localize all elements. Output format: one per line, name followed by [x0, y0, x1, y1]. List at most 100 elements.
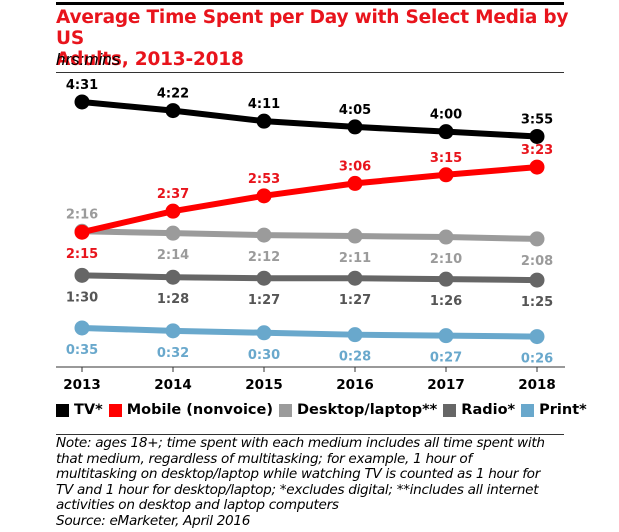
x-tick-label-2018: 2018	[518, 377, 556, 393]
series-line-tv	[81, 99, 538, 140]
series-mobile-nonvoice	[74, 159, 545, 240]
data-point-desktop-laptop-2016	[347, 228, 363, 244]
data-point-print-2016	[347, 327, 363, 343]
legend-label-mobile: Mobile (nonvoice)	[126, 402, 273, 418]
data-point-desktop-laptop-2014	[165, 225, 181, 241]
data-label-mobile-nonvoice-2014: 2:37	[157, 187, 189, 202]
data-point-print-2014	[165, 323, 181, 339]
note-line-2: that medium, regardless of multitasking;…	[56, 450, 472, 467]
header-divider	[56, 72, 564, 73]
legend-item-print: Print*	[521, 402, 587, 418]
data-point-tv-2017	[438, 124, 454, 140]
data-point-tv-2016	[347, 119, 363, 135]
chart-title-line-1: Average Time Spent per Day with Select M…	[56, 7, 569, 49]
data-point-print-2018	[529, 329, 545, 345]
legend-label-radio: Radio*	[461, 402, 516, 418]
data-label-radio-2016: 1:27	[339, 293, 371, 308]
data-point-mobile-nonvoice-2015	[256, 188, 272, 204]
legend-item-tv: TV*	[56, 402, 103, 418]
note-line-5: activities on desktop and laptop compute…	[56, 497, 339, 513]
source-line: Source: eMarketer, April 2016	[56, 512, 251, 529]
legend-swatch-desktop	[278, 403, 292, 417]
data-point-desktop-laptop-2018	[529, 231, 545, 247]
legend-divider	[56, 434, 564, 435]
data-point-radio-2018	[529, 272, 545, 288]
data-point-tv-2018	[529, 128, 545, 144]
legend-label-desktop: Desktop/laptop**	[296, 402, 438, 418]
data-label-radio-2013: 1:30	[66, 290, 98, 305]
data-point-radio-2016	[347, 270, 363, 286]
note-line-1: Note: ages 18+; time spent with each med…	[56, 435, 545, 451]
series-line-radio	[81, 272, 538, 284]
data-point-mobile-nonvoice-2018	[529, 159, 545, 175]
data-label-desktop-laptop-2014: 2:14	[157, 248, 189, 263]
data-label-mobile-nonvoice-2018: 3:23	[521, 143, 553, 158]
x-tick-label-2013: 2013	[63, 377, 101, 393]
data-label-tv-2018: 3:55	[521, 112, 553, 127]
data-label-mobile-nonvoice-2017: 3:15	[430, 151, 462, 166]
data-point-desktop-laptop-2017	[438, 229, 454, 245]
data-label-desktop-laptop-2016: 2:11	[339, 251, 371, 266]
legend-swatch-mobile	[108, 403, 122, 417]
data-point-mobile-nonvoice-2017	[438, 167, 454, 183]
data-label-tv-2015: 4:11	[248, 97, 280, 112]
top-rule	[56, 2, 564, 5]
data-label-print-2018: 0:26	[521, 352, 553, 367]
data-label-tv-2016: 4:05	[339, 103, 371, 118]
x-tick-label-2017: 2017	[427, 377, 465, 393]
data-label-print-2014: 0:32	[157, 346, 189, 361]
x-tick-label-2016: 2016	[336, 377, 374, 393]
data-point-mobile-nonvoice-2013	[74, 224, 90, 240]
data-label-tv-2017: 4:00	[430, 108, 462, 123]
data-point-print-2013	[74, 320, 90, 336]
series-line-mobile-nonvoice	[81, 164, 538, 236]
data-point-tv-2015	[256, 113, 272, 129]
chart-subtitle: hrs:mins	[56, 50, 121, 69]
footnote: Note: ages 18+; time spent with each med…	[56, 435, 576, 529]
legend-item-mobile: Mobile (nonvoice)	[108, 402, 273, 418]
legend-item-desktop: Desktop/laptop**	[278, 402, 438, 418]
data-point-mobile-nonvoice-2016	[347, 175, 363, 191]
line-chart: 2013 2014 2015 2016 2017 2018 4:31 4:22 4:11 4:0…	[56, 78, 565, 393]
data-point-print-2017	[438, 328, 454, 344]
legend-swatch-print	[521, 403, 535, 417]
data-label-radio-2015: 1:27	[248, 293, 280, 308]
data-point-tv-2014	[165, 103, 181, 119]
data-point-radio-2013	[74, 267, 90, 283]
data-label-print-2013: 0:35	[66, 343, 98, 358]
data-label-mobile-nonvoice-2016: 3:06	[339, 159, 371, 174]
data-label-radio-2017: 1:26	[430, 294, 462, 309]
data-label-desktop-laptop-2018: 2:08	[521, 254, 553, 269]
data-label-tv-2013: 4:31	[66, 78, 98, 93]
series-line-print	[81, 324, 538, 340]
series-desktop-laptop	[74, 223, 545, 247]
data-label-desktop-laptop-2015: 2:12	[248, 250, 280, 265]
legend: TV* Mobile (nonvoice) Desktop/laptop** R…	[56, 402, 593, 418]
data-point-tv-2013	[74, 94, 90, 110]
legend-label-print: Print*	[539, 402, 587, 418]
series-layer	[74, 94, 545, 345]
data-label-print-2016: 0:28	[339, 350, 371, 365]
data-label-print-2015: 0:30	[248, 348, 280, 363]
legend-item-radio: Radio*	[443, 402, 515, 418]
note-line-3: multitasking on desktop/laptop while wat…	[56, 466, 540, 482]
data-point-radio-2015	[256, 270, 272, 286]
data-label-print-2017: 0:27	[430, 351, 462, 366]
data-point-radio-2014	[165, 269, 181, 285]
data-point-print-2015	[256, 325, 272, 341]
legend-label-tv: TV*	[74, 402, 103, 418]
note-line-4: TV and 1 hour for desktop/laptop; *exclu…	[56, 481, 539, 498]
x-tick-label-2014: 2014	[154, 377, 192, 393]
data-label-tv-2014: 4:22	[157, 87, 189, 102]
data-label-desktop-laptop-2013: 2:16	[66, 207, 98, 222]
series-print	[74, 320, 545, 345]
series-line-desktop-laptop	[81, 228, 538, 242]
data-label-radio-2018: 1:25	[521, 295, 553, 310]
data-label-mobile-nonvoice-2013: 2:15	[66, 247, 98, 262]
legend-swatch-radio	[443, 403, 457, 417]
data-label-radio-2014: 1:28	[157, 292, 189, 307]
chart-title-line-2: Adults, 2013-2018	[56, 49, 244, 70]
series-tv	[74, 94, 545, 144]
data-label-desktop-laptop-2017: 2:10	[430, 252, 462, 267]
data-point-mobile-nonvoice-2014	[165, 203, 181, 219]
